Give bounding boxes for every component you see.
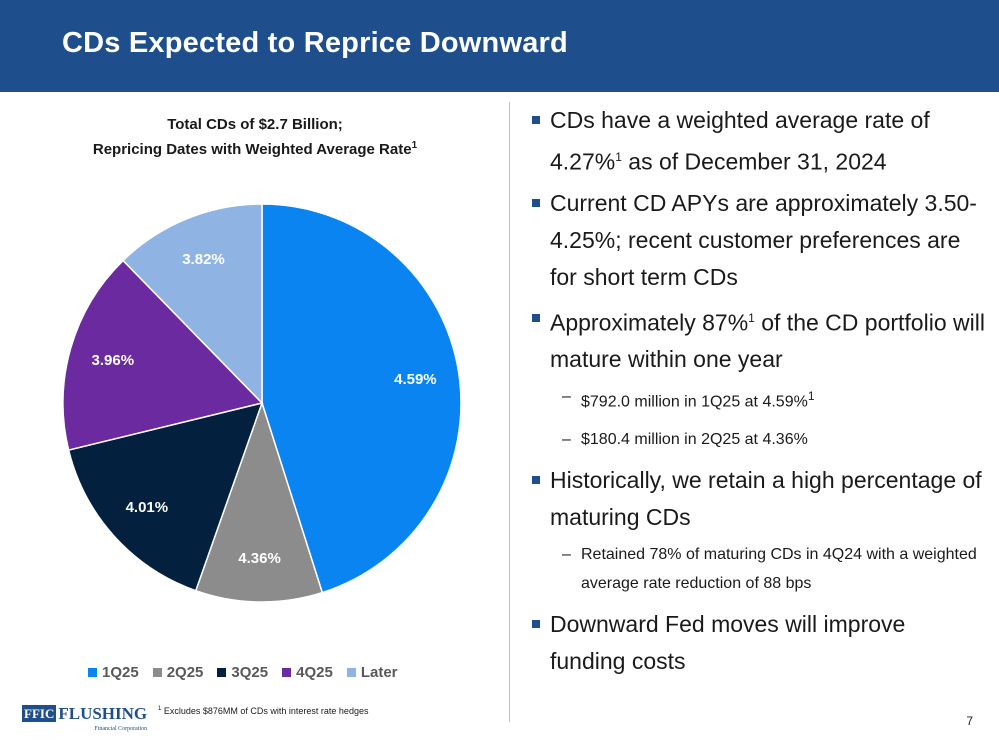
pie-label-2q25: 4.36%: [238, 550, 281, 567]
bullet-marker: [532, 313, 540, 322]
company-logo: FFIC FLUSHING Financial Corporation: [22, 705, 147, 732]
sub-bullet-1q25: – $792.0 million in 1Q25 at 4.59%1: [562, 388, 815, 411]
pie-label-1q25: 4.59%: [394, 371, 437, 388]
footnote-text: Excludes $876MM of CDs with interest rat…: [163, 706, 369, 716]
bullet-list: CDs have a weighted average rate of 4.27…: [532, 102, 987, 684]
legend-item-4q25: 4Q25: [282, 664, 333, 681]
pie-slice-1q25: [261, 203, 462, 594]
sub-bullet-2q25: – $180.4 million in 2Q25 at 4.36%: [562, 430, 808, 448]
bullet-current-apys: Current CD APYs are approximately 3.50-4…: [532, 185, 987, 296]
header-bar: CDs Expected to Reprice Downward: [0, 0, 999, 92]
legend-swatch: [152, 668, 162, 677]
logo-box: FFIC: [22, 705, 57, 722]
legend-swatch: [88, 668, 97, 677]
pie-slice-later: [122, 203, 263, 405]
legend-item-2q25: 2Q25: [152, 664, 204, 681]
legend-label: 4Q25: [296, 664, 333, 681]
bullet-marker: [532, 116, 540, 124]
bullet-historically-retain: Historically, we retain a high percentag…: [532, 462, 987, 536]
legend-swatch: [282, 668, 292, 677]
footnote-marker: 1: [158, 706, 162, 712]
logo-subtitle: Financial Corporation: [94, 726, 148, 732]
bullet-marker: [532, 198, 540, 207]
legend-swatch: [217, 668, 227, 677]
bullet-mature-within-year: Approximately 87%1 of the CD portfolio w…: [532, 300, 987, 379]
pie-slice-4q25: [62, 259, 264, 451]
page-title: CDs Expected to Reprice Downward: [62, 27, 568, 59]
legend-label: 1Q25: [102, 664, 139, 681]
legend-swatch: [346, 668, 356, 677]
legend-label: 3Q25: [231, 664, 269, 681]
pie-label-later: 3.82%: [182, 251, 225, 268]
logo-name: FLUSHING Financial Corporation: [58, 705, 147, 732]
chart-legend: 1Q25 2Q25 3Q25 4Q25 Later: [88, 664, 398, 681]
pie-label-4q25: 3.96%: [92, 352, 135, 369]
page-number: 7: [966, 714, 973, 728]
bullet-downward-fed: Downward Fed moves will improve funding …: [532, 606, 987, 680]
chart-title-line2: Repricing Dates with Weighted Average Ra…: [92, 140, 418, 158]
pie-slice-3q25: [67, 401, 264, 592]
legend-item-later: Later: [346, 664, 398, 681]
vertical-divider: [509, 102, 510, 722]
legend-item-3q25: 3Q25: [217, 664, 268, 681]
footnote: 1 Excludes $876MM of CDs with interest r…: [158, 706, 368, 716]
legend-label: Later: [360, 664, 398, 681]
sub-bullet-retained-4q24: – Retained 78% of maturing CDs in 4Q24 w…: [562, 545, 977, 592]
chart-title-line1: Total CDs of $2.7 Billion;: [167, 116, 343, 133]
bullet-weighted-average-rate: CDs have a weighted average rate of 4.27…: [532, 102, 987, 181]
legend-label: 2Q25: [166, 664, 204, 681]
chart-title-footnote-marker: 1: [411, 140, 418, 151]
bullet-marker: [532, 619, 540, 628]
chart-title: Total CDs of $2.7 Billion; Repricing Dat…: [40, 114, 470, 160]
legend-item-1q25: 1Q25: [88, 664, 139, 681]
bullet-marker: [532, 475, 540, 484]
pie-label-3q25: 4.01%: [126, 499, 169, 516]
pie-slice-2q25: [194, 400, 324, 603]
